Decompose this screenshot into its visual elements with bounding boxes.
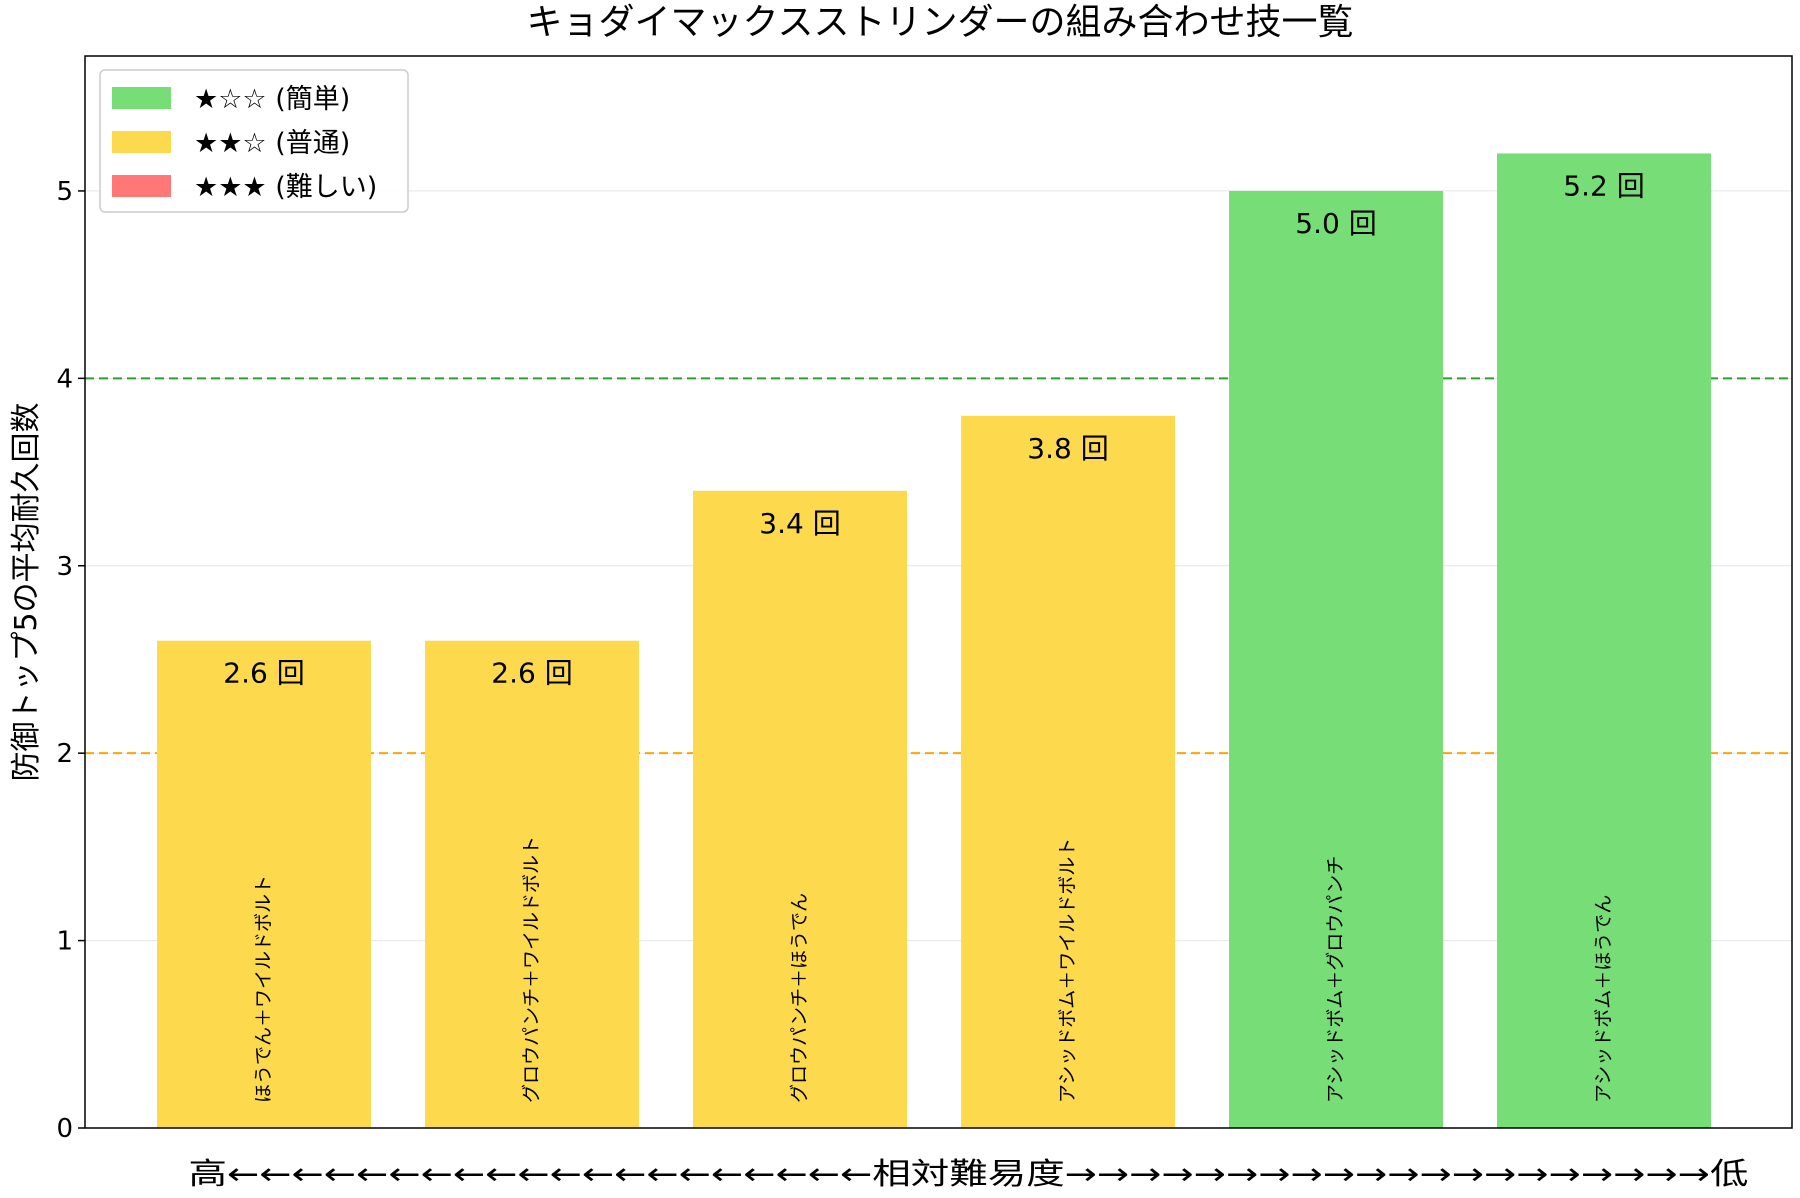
legend-swatch-easy xyxy=(112,87,171,109)
value-label-2: 2.6 回 xyxy=(491,657,572,690)
y-tick-label: 1 xyxy=(56,927,73,957)
bar-3 xyxy=(693,490,907,1128)
legend-label-easy: ★☆☆ (簡単) xyxy=(194,84,350,115)
y-tick-label: 5 xyxy=(56,177,73,207)
legend-box xyxy=(99,69,409,213)
legend-label-hard: ★★★ (難しい) xyxy=(194,172,377,203)
legend-swatch-hard xyxy=(112,175,171,197)
bar-name-5: アシッドボム＋グロウパンチ xyxy=(1325,856,1347,1103)
bar-4 xyxy=(961,415,1175,1128)
bar-name-6: アシッドボム＋ほうでん xyxy=(1593,895,1615,1103)
value-label-5: 5.0 回 xyxy=(1295,207,1376,240)
legend: ★☆☆ (簡単) ★★☆ (普通) ★★★ (難しい) xyxy=(99,69,409,213)
bar-2 xyxy=(425,640,639,1128)
bar-name-labels: ほうでん＋ワイルドボルト グロウパンチ＋ワイルドボルト グロウパンチ＋ほうでん アシッ… xyxy=(253,836,1615,1103)
chart-title: キョダイマックスストリンダーの組み合わせ技一覧 xyxy=(527,2,1354,43)
bar-6 xyxy=(1497,153,1711,1129)
y-tick-label: 3 xyxy=(56,552,73,582)
bar-name-3: グロウパンチ＋ほうでん xyxy=(789,893,811,1103)
y-tick-label: 2 xyxy=(56,739,73,769)
y-tick-label: 4 xyxy=(56,364,73,394)
x-axis-label: 高←←←←←←←←←←←←←←←←←←←←相対難易度→→→→→→→→→→→→→→… xyxy=(189,1157,1749,1192)
y-axis-ticks: 0 1 2 3 4 5 xyxy=(56,177,85,1144)
value-labels: 2.6 回 2.6 回 3.4 回 3.8 回 5.0 回 5.2 回 xyxy=(223,169,1644,689)
bar-name-1: ほうでん＋ワイルドボルト xyxy=(253,875,275,1103)
bar-name-2: グロウパンチ＋ワイルドボルト xyxy=(521,836,543,1103)
bar-name-4: アシッドボム＋ワイルドボルト xyxy=(1057,838,1079,1103)
value-label-1: 2.6 回 xyxy=(223,657,304,690)
bar-5 xyxy=(1229,190,1443,1128)
plot-frame xyxy=(84,55,1793,1129)
legend-swatch-medium xyxy=(112,131,171,153)
value-label-6: 5.2 回 xyxy=(1563,169,1644,202)
bar-1 xyxy=(157,640,371,1128)
value-label-4: 3.8 回 xyxy=(1027,432,1108,465)
value-label-3: 3.4 回 xyxy=(759,507,840,540)
bars xyxy=(157,153,1711,1129)
y-tick-label: 0 xyxy=(56,1114,73,1144)
legend-label-medium: ★★☆ (普通) xyxy=(194,128,350,159)
y-axis-label: 防御トップ5の平均耐久回数 xyxy=(9,402,44,781)
